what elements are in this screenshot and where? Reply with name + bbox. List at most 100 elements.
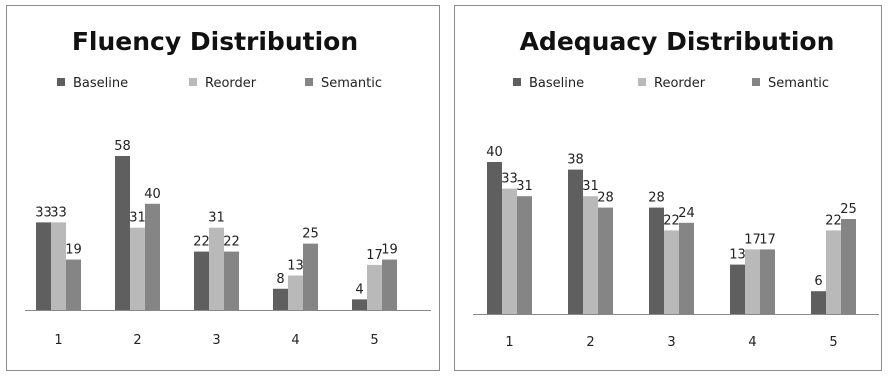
legend-label: Reorder (654, 76, 706, 91)
legend-label: Baseline (529, 76, 584, 91)
bar-semantic-5 (382, 259, 397, 310)
x-tick-labels: 1 2 3 4 5 (54, 333, 378, 348)
bar-reorder-4 (288, 275, 303, 310)
legend-item-semantic: Semantic (752, 76, 829, 91)
legend-label: Semantic (321, 76, 382, 91)
bar-reorder-1 (502, 188, 517, 314)
bar-semantic-2 (145, 203, 160, 310)
legend-swatch (638, 78, 646, 86)
legend-item-baseline: Baseline (513, 76, 584, 91)
bar-semantic-4 (303, 243, 318, 310)
adequacy-chart: Adequacy Distribution Baseline Reorder Sem… (473, 27, 879, 350)
chart-title: Adequacy Distribution (520, 27, 835, 56)
bar-reorder-5 (367, 264, 382, 310)
legend-label: Reorder (205, 76, 257, 91)
legend-swatch (57, 78, 65, 86)
bar-reorder-3 (209, 227, 224, 310)
fluency-chart-panel: Fluency Distribution Baseline Reorder Sema… (6, 5, 440, 371)
data-label: 22 (193, 235, 210, 250)
bar-reorder-3 (664, 230, 679, 314)
data-label: 31 (516, 179, 533, 194)
data-label: 40 (144, 187, 161, 202)
data-label: 33 (35, 205, 52, 220)
bar-baseline-2 (568, 169, 583, 314)
bar-reorder-2 (130, 227, 145, 310)
data-label: 22 (223, 235, 240, 250)
data-label: 31 (129, 211, 146, 226)
legend-item-semantic: Semantic (305, 76, 382, 91)
chart-legend: Baseline Reorder Semantic (57, 76, 382, 91)
data-label: 58 (114, 139, 131, 154)
bar-semantic-2 (598, 207, 613, 314)
x-tick-label: 4 (748, 335, 756, 350)
fluency-chart: Fluency Distribution Baseline Reorder Sema… (25, 27, 431, 348)
legend-item-reorder: Reorder (189, 76, 257, 91)
data-label: 22 (825, 213, 842, 228)
data-label: 13 (729, 248, 746, 263)
x-tick-label: 4 (291, 333, 299, 348)
bar-reorder-5 (826, 230, 841, 314)
data-label: 17 (366, 248, 383, 263)
legend-swatch (752, 78, 760, 86)
data-label: 19 (65, 243, 82, 258)
bar-semantic-3 (224, 251, 239, 310)
bar-semantic-4 (760, 249, 775, 314)
bar-reorder-4 (745, 249, 760, 314)
x-tick-label: 5 (370, 333, 378, 348)
data-label: 33 (501, 172, 518, 187)
bar-semantic-3 (679, 222, 694, 314)
x-tick-label: 2 (133, 333, 141, 348)
legend-item-reorder: Reorder (638, 76, 706, 91)
legend-swatch (189, 78, 197, 86)
bar-baseline-3 (194, 251, 209, 310)
data-label: 31 (582, 179, 599, 194)
bar-baseline-3 (649, 207, 664, 314)
x-tick-label: 3 (667, 335, 675, 350)
legend-item-baseline: Baseline (57, 76, 128, 91)
bar-baseline-5 (352, 299, 367, 310)
bar-semantic-5 (841, 219, 856, 314)
data-label: 40 (486, 145, 503, 160)
x-tick-label: 1 (54, 333, 62, 348)
x-tick-labels: 1 2 3 4 5 (505, 335, 837, 350)
data-label: 19 (381, 243, 398, 258)
data-label: 4 (355, 282, 363, 297)
legend-label: Baseline (73, 76, 128, 91)
bar-reorder-2 (583, 196, 598, 314)
bar-baseline-1 (36, 222, 51, 310)
data-label: 6 (814, 274, 822, 289)
bars-group (36, 156, 397, 310)
legend-label: Semantic (768, 76, 829, 91)
data-label: 28 (648, 191, 665, 206)
chart-title: Fluency Distribution (72, 27, 358, 56)
bar-semantic-1 (517, 196, 532, 314)
data-label: 25 (840, 202, 857, 217)
data-label: 8 (276, 272, 284, 287)
bar-reorder-1 (51, 222, 66, 310)
bar-baseline-1 (487, 162, 502, 314)
data-label: 24 (678, 206, 695, 221)
data-label: 22 (663, 213, 680, 228)
legend-swatch (513, 78, 521, 86)
x-tick-label: 1 (505, 335, 513, 350)
data-label: 38 (567, 153, 584, 168)
bar-semantic-1 (66, 259, 81, 310)
chart-legend: Baseline Reorder Semantic (513, 76, 829, 91)
data-label: 28 (597, 191, 614, 206)
data-label: 25 (302, 227, 319, 242)
adequacy-chart-panel: Adequacy Distribution Baseline Reorder Sem… (454, 5, 882, 371)
data-label: 17 (744, 232, 761, 247)
legend-swatch (305, 78, 313, 86)
data-label: 17 (759, 232, 776, 247)
x-tick-label: 2 (586, 335, 594, 350)
bar-baseline-4 (273, 288, 288, 310)
x-tick-label: 5 (829, 335, 837, 350)
bar-baseline-4 (730, 264, 745, 314)
bars-group (487, 162, 856, 314)
data-label: 33 (50, 205, 67, 220)
data-label: 31 (208, 211, 225, 226)
data-label: 13 (287, 258, 304, 273)
bar-baseline-2 (115, 156, 130, 310)
